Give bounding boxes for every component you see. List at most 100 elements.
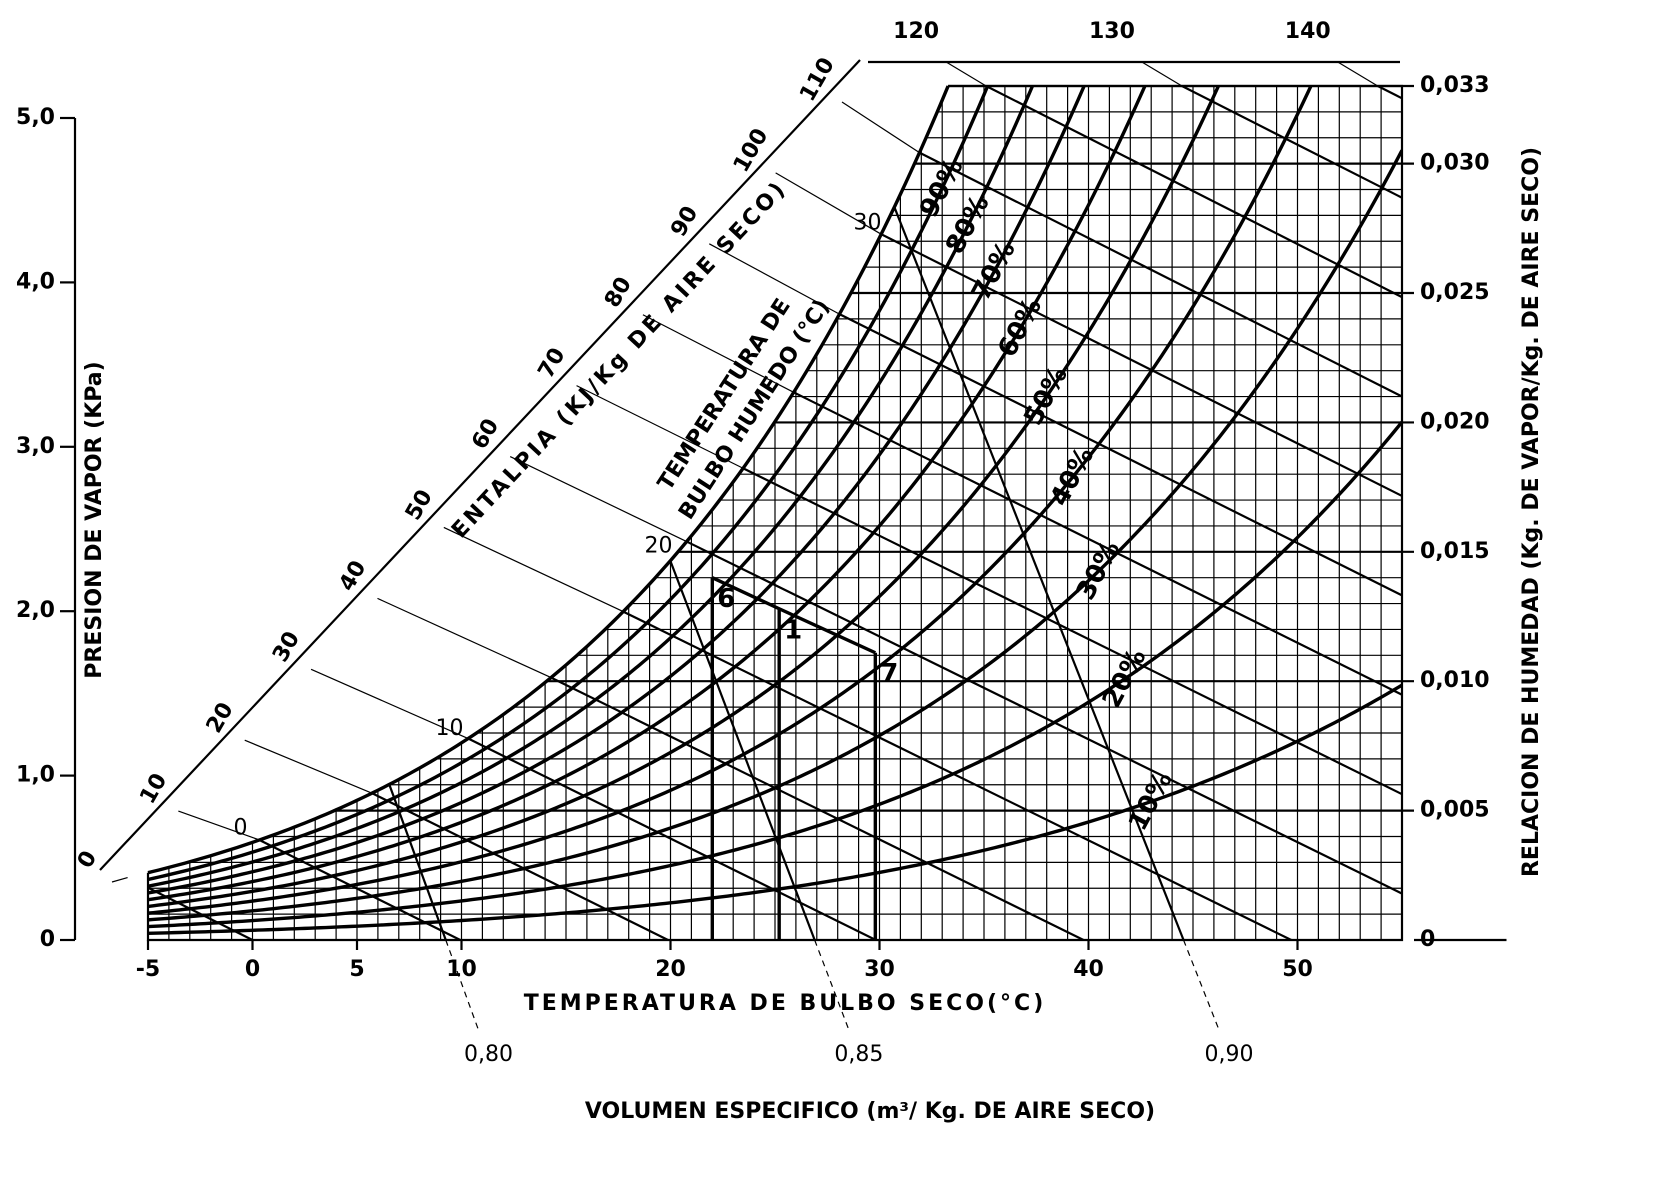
enthalpy-label: 50: [401, 486, 438, 525]
enthalpy-line: [742, 467, 1402, 796]
enthalpy-label: 90: [666, 202, 703, 241]
y2-tick-label: 0,025: [1420, 280, 1490, 305]
enthalpy-label: 130: [1089, 19, 1135, 44]
x-tick-label: 30: [864, 957, 895, 982]
enthalpy-label: 40: [335, 557, 372, 596]
x-tick-label: 20: [655, 957, 686, 982]
enthalpy-line: [258, 838, 461, 940]
enthalpy-line: [918, 151, 1402, 398]
enthalpy-scale-line: [99, 59, 861, 871]
x-tick-label: 0: [245, 957, 260, 982]
rh-curve: [148, 86, 1313, 915]
volume-extension: [1182, 939, 1220, 1031]
enthalpy-line: [622, 610, 1292, 940]
y-tick-label: 1,0: [16, 763, 55, 788]
saturation-curve: [147, 85, 950, 875]
rh-label: 20%: [1097, 644, 1153, 713]
point-label: 1: [784, 615, 802, 645]
y-tick-label: 4,0: [16, 269, 55, 294]
enthalpy-lines: [148, 86, 1402, 940]
y2-axis-title: RELACION DE HUMEDAD (Kg. DE VAPOR/Kg. DE…: [1519, 147, 1544, 877]
rh-curve: [148, 420, 1402, 929]
enthalpy-line: [550, 676, 1085, 940]
enthalpy-scale-line: [310, 668, 469, 740]
enthalpy-line: [148, 886, 253, 940]
enthalpy-line: [1181, 86, 1402, 199]
enthalpy-line: [793, 391, 1402, 696]
y2-tick-label: 0,020: [1420, 409, 1490, 434]
enthalpy-label: 110: [795, 54, 840, 106]
enthalpy-line: [880, 233, 1402, 497]
point-label: 7: [880, 659, 898, 689]
enthalpy-line: [686, 540, 1402, 895]
volume-line: [388, 784, 447, 941]
y-tick-label: 2,0: [16, 598, 55, 623]
enthalpy-label: 140: [1285, 19, 1331, 44]
enthalpy-label: 100: [729, 125, 774, 177]
enthalpy-scale-line: [1141, 61, 1183, 87]
rh-curve: [148, 86, 1035, 888]
enthalpy-scale-line: [841, 101, 920, 154]
enthalpy-scale-line: [377, 597, 552, 679]
enthalpy-line: [371, 792, 669, 940]
y2-tick-label: 0,010: [1420, 668, 1490, 693]
volume-label: 0,80: [464, 1042, 513, 1067]
rh-label: 70%: [966, 236, 1022, 305]
enthalpy-scale-line: [178, 810, 260, 841]
enthalpy-label: 60: [467, 415, 504, 454]
minor-grid: [148, 86, 1402, 940]
enthalpy-label: 30: [268, 628, 305, 667]
x-tick-label: -5: [136, 957, 160, 982]
y-axis-title: PRESION DE VAPOR (KPa): [82, 361, 107, 678]
y-tick-label: 5,0: [16, 105, 55, 130]
x-tick-label: 10: [446, 957, 477, 982]
point-label: 6: [717, 584, 735, 614]
enthalpy-scale-line: [576, 385, 744, 469]
wet-bulb-label: 20: [645, 534, 673, 559]
volume-line: [669, 560, 816, 941]
wet-bulb-label: 10: [436, 716, 464, 741]
enthalpy-line: [985, 86, 1402, 299]
x-tick-label: 50: [1282, 957, 1313, 982]
enthalpy-scale-line: [443, 526, 624, 613]
enthalpy-scale-line: [642, 314, 794, 393]
enthalpy-scale-line: [1337, 61, 1379, 87]
volume-extension: [814, 939, 850, 1031]
y2-tick-label: 0: [1420, 927, 1435, 952]
volume-label: 0,85: [834, 1042, 883, 1067]
enthalpy-scale-line: [509, 456, 687, 543]
enthalpy-line: [1377, 86, 1402, 100]
rh-label: 10%: [1123, 767, 1179, 836]
rh-curve: [148, 86, 1086, 895]
enthalpy-label: 80: [600, 273, 637, 312]
enthalpy-scale-line: [775, 172, 882, 235]
x-axis-title: TEMPERATURA DE BULBO SECO(°C): [524, 991, 1047, 1016]
enthalpy-line: [467, 737, 877, 940]
enthalpy-scale-line: [111, 876, 128, 883]
enthalpy-scale-line: [244, 739, 373, 794]
enthalpy-label: 10: [135, 769, 172, 808]
y-tick-label: 0: [40, 927, 55, 952]
volume-title: VOLUMEN ESPECIFICO (m³/ Kg. DE AIRE SECO…: [585, 1099, 1155, 1124]
y2-tick-label: 0,015: [1420, 539, 1490, 564]
y2-tick-label: 0,033: [1420, 73, 1490, 98]
enthalpy-label: 0: [73, 847, 102, 873]
rh-curve: [148, 86, 1147, 902]
rh-curve: [148, 86, 990, 882]
volume-extension: [445, 939, 480, 1031]
volume-label: 0,90: [1205, 1042, 1254, 1067]
x-tick-label: 5: [349, 957, 364, 982]
enthalpy-label: 70: [534, 344, 571, 383]
y-tick-label: 3,0: [16, 434, 55, 459]
enthalpy-line: [838, 313, 1402, 597]
rh-label: 40%: [1045, 442, 1101, 511]
enthalpy-scale-line: [708, 243, 840, 315]
rh-label: 30%: [1071, 536, 1127, 605]
y2-tick-label: 0,005: [1420, 798, 1490, 823]
wet-bulb-label: 0: [234, 815, 248, 840]
enthalpy-label: 120: [893, 19, 939, 44]
enthalpy-scale-line: [945, 61, 987, 87]
volume-line: [893, 206, 1185, 941]
